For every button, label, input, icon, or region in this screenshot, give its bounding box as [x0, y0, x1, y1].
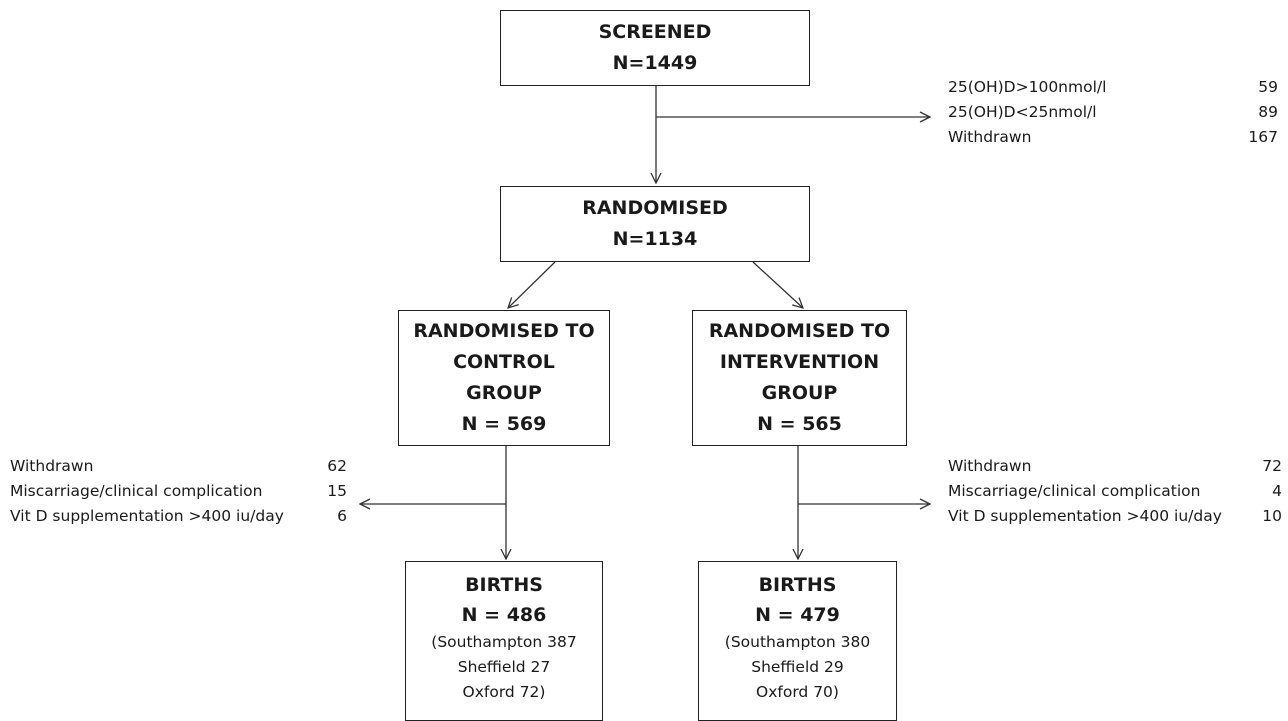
intervention-group-box: RANDOMISED TO INTERVENTION GROUP N = 565	[692, 310, 907, 446]
exclusion-value: 6	[337, 507, 347, 525]
screened-title: SCREENED	[598, 21, 712, 43]
exclusion-value: 59	[1258, 78, 1278, 96]
exclusion-row: 25(OH)D>100nmol/l 59	[948, 75, 1278, 100]
screening-exclusions: 25(OH)D>100nmol/l 59 25(OH)D<25nmol/l 89…	[948, 75, 1278, 150]
randomised-count: N=1134	[612, 228, 698, 250]
control-count: N = 569	[461, 413, 547, 435]
exclusion-label: Withdrawn	[948, 128, 1032, 146]
births-control-sheffield: Sheffield 27	[457, 658, 551, 676]
exclusion-row: Vit D supplementation >400 iu/day 10	[948, 504, 1282, 529]
intervention-title-line-1: RANDOMISED TO	[708, 320, 891, 342]
control-title-line-2: CONTROL	[453, 351, 555, 373]
screened-count: N=1449	[612, 52, 698, 74]
exclusion-label: 25(OH)D>100nmol/l	[948, 78, 1107, 96]
exclusion-label: Miscarriage/clinical complication	[10, 482, 263, 500]
intervention-title-line-3: GROUP	[761, 382, 838, 404]
exclusion-value: 72	[1262, 457, 1282, 475]
randomised-box: RANDOMISED N=1134	[500, 186, 810, 262]
exclusion-label: Vit D supplementation >400 iu/day	[948, 507, 1222, 525]
intervention-exclusions: Withdrawn 72 Miscarriage/clinical compli…	[948, 454, 1282, 529]
births-control-title: BIRTHS	[465, 574, 543, 596]
births-control-oxford: Oxford 72)	[462, 683, 546, 701]
arrow-randomised-to-intervention	[752, 261, 803, 308]
births-control-southampton: (Southampton 387	[431, 633, 577, 651]
births-intervention-count: N = 479	[755, 604, 840, 626]
exclusion-value: 4	[1272, 482, 1282, 500]
intervention-count: N = 565	[757, 413, 842, 435]
births-intervention-sheffield: Sheffield 29	[751, 658, 844, 676]
exclusion-label: Miscarriage/clinical complication	[948, 482, 1201, 500]
exclusion-value: 62	[327, 457, 347, 475]
births-intervention-box: BIRTHS N = 479 (Southampton 380 Sheffiel…	[698, 561, 897, 721]
births-intervention-title: BIRTHS	[758, 574, 837, 596]
births-control-box: BIRTHS N = 486 (Southampton 387 Sheffiel…	[405, 561, 603, 721]
arrow-randomised-to-control	[508, 261, 556, 308]
exclusion-row: Miscarriage/clinical complication 4	[948, 479, 1282, 504]
intervention-title-line-2: INTERVENTION	[719, 351, 880, 373]
exclusion-value: 10	[1262, 507, 1282, 525]
births-control-count: N = 486	[461, 604, 547, 626]
exclusion-row: Withdrawn 62	[10, 454, 347, 479]
exclusion-label: Withdrawn	[10, 457, 94, 475]
exclusion-value: 89	[1258, 103, 1278, 121]
exclusion-row: Withdrawn 167	[948, 125, 1278, 150]
exclusion-row: 25(OH)D<25nmol/l 89	[948, 100, 1278, 125]
births-intervention-southampton: (Southampton 380	[724, 633, 871, 651]
randomised-title: RANDOMISED	[582, 197, 728, 219]
control-exclusions: Withdrawn 62 Miscarriage/clinical compli…	[10, 454, 347, 529]
exclusion-label: Vit D supplementation >400 iu/day	[10, 507, 284, 525]
exclusion-label: 25(OH)D<25nmol/l	[948, 103, 1097, 121]
exclusion-row: Vit D supplementation >400 iu/day 6	[10, 504, 347, 529]
control-title-line-1: RANDOMISED TO	[413, 320, 595, 342]
control-group-box: RANDOMISED TO CONTROL GROUP N = 569	[398, 310, 610, 446]
exclusion-value: 167	[1248, 128, 1278, 146]
births-intervention-oxford: Oxford 70)	[756, 683, 839, 701]
exclusion-label: Withdrawn	[948, 457, 1032, 475]
exclusion-row: Miscarriage/clinical complication 15	[10, 479, 347, 504]
exclusion-row: Withdrawn 72	[948, 454, 1282, 479]
control-title-line-3: GROUP	[466, 382, 542, 404]
screened-box: SCREENED N=1449	[500, 10, 810, 86]
exclusion-value: 15	[327, 482, 347, 500]
